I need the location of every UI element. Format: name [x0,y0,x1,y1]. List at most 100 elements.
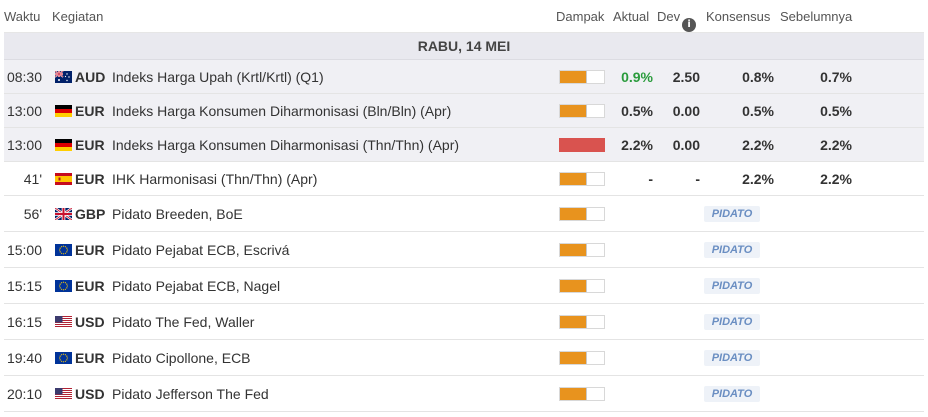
event-list: 08:30 AUD Indeks Harga Upah (Krtl/Krtl) (Q… [4,60,924,412]
event-time: 15:00 [6,242,42,258]
event-title[interactable]: IHK Harmonisasi (Thn/Thn) (Apr) [112,171,318,187]
impact-divider [586,280,588,292]
impact-fill [560,244,587,256]
event-currency: EUR [75,278,105,294]
table-row[interactable]: 08:30 AUD Indeks Harga Upah (Krtl/Krtl) (Q… [4,60,924,94]
speech-badge: PIDATO [704,386,760,402]
table-header: Waktu Kegiatan Dampak Aktual Dev i Konsen… [4,0,924,33]
event-currency: EUR [75,242,105,258]
spain-flag-icon [55,173,72,185]
impact-indicator [559,138,605,152]
impact-fill [560,139,604,151]
event-title[interactable]: Indeks Harga Konsumen Diharmonisasi (Bln… [112,103,452,119]
event-time: 13:00 [6,103,42,119]
table-row[interactable]: 15:15 EUR Pidato Pejabat ECB, Nagel PIDATO [4,268,924,304]
header-time: Waktu [4,9,41,24]
event-currency: EUR [75,350,105,366]
dev-value: 0.00 [672,103,700,119]
table-row[interactable]: 41' EUR IHK Harmonisasi (Thn/Thn) (Apr) - - 2… [4,162,924,196]
impact-indicator [559,243,605,257]
header-previous: Sebelumnya [780,9,853,24]
event-title[interactable]: Pidato Pejabat ECB, Escrivá [112,242,290,258]
event-time: 08:30 [6,69,42,85]
table-row[interactable]: 19:40 EUR Pidato Cipollone, ECB PIDATO [4,340,924,376]
dev-value: 2.50 [672,69,700,85]
impact-divider [586,173,588,185]
event-title[interactable]: Indeks Harga Upah (Krtl/Krtl) (Q1) [112,69,324,85]
event-time: 19:40 [6,350,42,366]
eu-flag-icon [55,352,72,364]
table-row[interactable]: 56' GBP Pidato Breeden, BoE PIDATO [4,196,924,232]
impact-divider [586,208,588,220]
speech-badge: PIDATO [704,206,760,222]
event-currency: USD [75,314,105,330]
event-time: 15:15 [6,278,42,294]
eu-flag-icon [55,280,72,292]
event-currency: USD [75,386,105,402]
event-time: 16:15 [6,314,42,330]
dev-value: - [695,171,700,187]
header-dev: Dev i [657,9,697,32]
actual-value: 2.2% [621,137,653,153]
actual-value: 0.9% [621,69,653,85]
header-event: Kegiatan [52,9,104,24]
eu-flag-icon [55,244,72,256]
impact-indicator [559,279,605,293]
header-impact: Dampak [556,9,605,24]
event-currency: EUR [75,137,105,153]
impact-fill [560,316,587,328]
germany-flag-icon [55,105,72,117]
event-title[interactable]: Pidato Cipollone, ECB [112,350,251,366]
impact-fill [560,208,587,220]
impact-indicator [559,207,605,221]
impact-fill [560,280,587,292]
impact-divider [586,244,588,256]
speech-badge: PIDATO [704,278,760,294]
event-title[interactable]: Pidato The Fed, Waller [112,314,255,330]
consensus-value: 0.5% [742,103,774,119]
table-row[interactable]: 20:10 USD Pidato Jefferson The Fed PIDATO [4,376,924,412]
dev-value: 0.00 [672,137,700,153]
impact-fill [560,105,587,117]
actual-value: 0.5% [621,103,653,119]
impact-indicator [559,387,605,401]
impact-divider [586,388,588,400]
day-header: RABU, 14 MEI [4,33,924,60]
table-row[interactable]: 15:00 EUR Pidato Pejabat ECB, Escrivá PIDAT… [4,232,924,268]
event-title[interactable]: Pidato Pejabat ECB, Nagel [112,278,281,294]
header-consensus: Konsensus [706,9,771,24]
event-time: 56' [23,206,42,222]
impact-indicator [559,351,605,365]
event-time: 13:00 [6,137,42,153]
impact-fill [560,71,587,83]
actual-value: - [648,171,653,187]
impact-divider [586,352,588,364]
header-dev-label: Dev [657,9,681,24]
speech-badge: PIDATO [704,350,760,366]
impact-divider [586,316,588,328]
germany-flag-icon [55,139,72,151]
event-title[interactable]: Pidato Jefferson The Fed [112,386,269,402]
speech-badge: PIDATO [704,242,760,258]
table-row[interactable]: 16:15 USD Pidato The Fed, Waller PIDATO [4,304,924,340]
previous-value: 0.5% [820,103,852,119]
impact-divider [586,105,588,117]
impact-indicator [559,172,605,186]
event-currency: EUR [75,171,105,187]
event-currency: GBP [75,206,106,222]
us-flag-icon [55,316,72,328]
table-row[interactable]: 13:00 EUR Indeks Harga Konsumen Diharmonis… [4,128,924,162]
impact-divider [586,71,588,83]
event-currency: AUD [75,69,106,85]
previous-value: 2.2% [820,137,852,153]
us-flag-icon [55,388,72,400]
info-icon[interactable]: i [682,18,697,32]
table-row[interactable]: 13:00 EUR Indeks Harga Konsumen Diharmonis… [4,94,924,128]
previous-value: 0.7% [820,69,852,85]
uk-flag-icon [55,208,72,220]
impact-indicator [559,104,605,118]
event-title[interactable]: Indeks Harga Konsumen Diharmonisasi (Thn… [112,137,460,153]
event-title[interactable]: Pidato Breeden, BoE [112,206,243,222]
australia-flag-icon [55,71,72,83]
event-currency: EUR [75,103,105,119]
